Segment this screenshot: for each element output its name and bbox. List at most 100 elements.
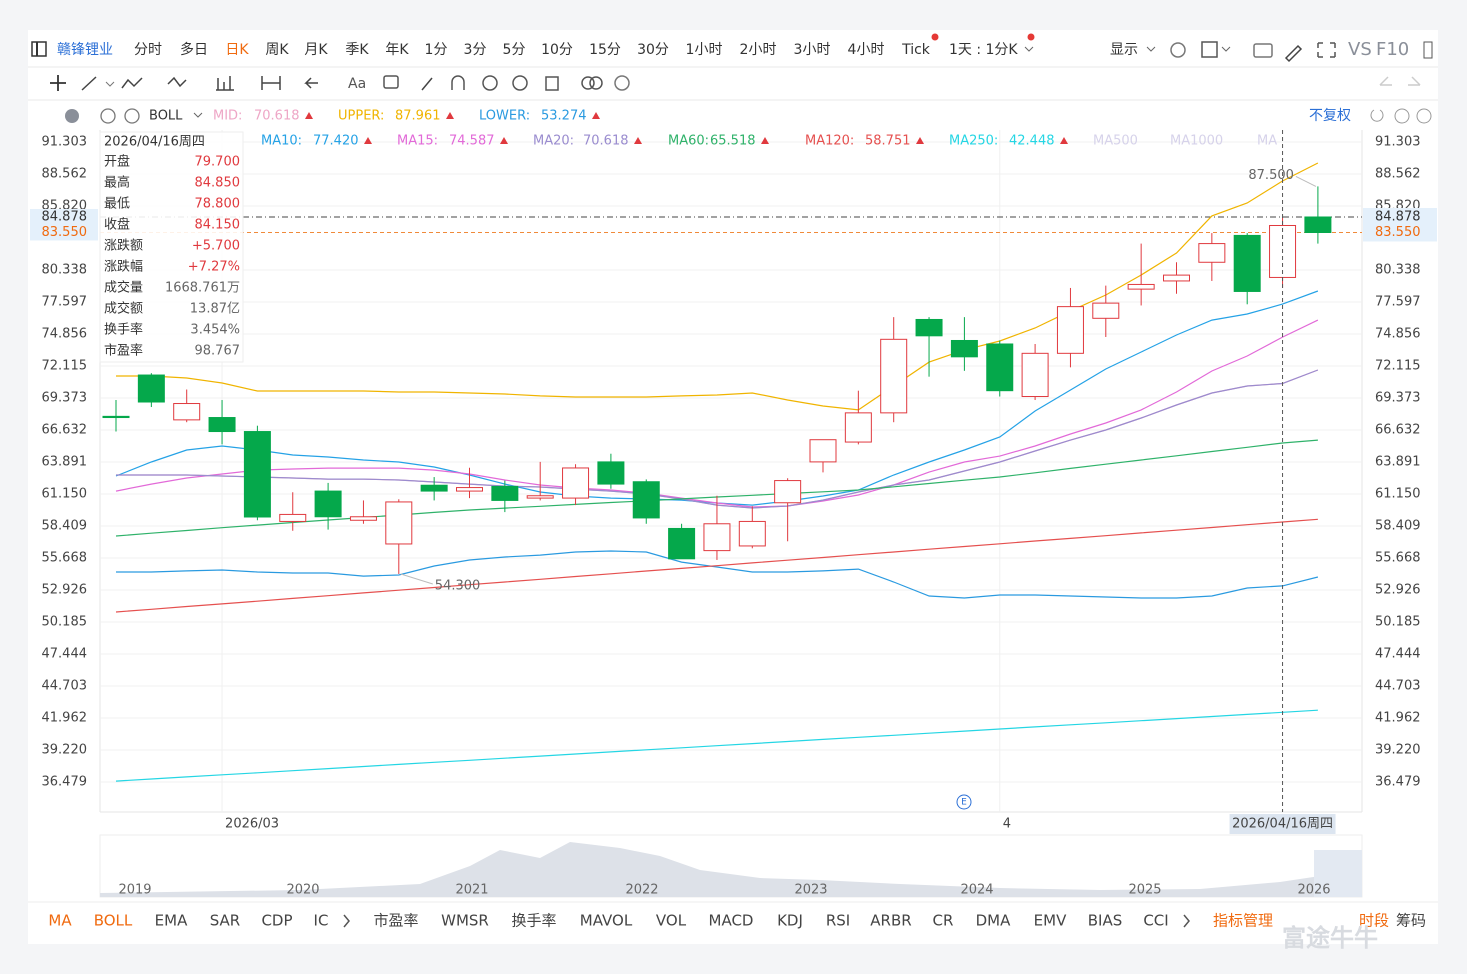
period-tab[interactable]: 10分 [541,42,573,58]
info-value: 84.150 [195,218,241,233]
undo-tool[interactable] [304,77,318,89]
period-tab[interactable]: 2小时 [740,42,777,58]
fullscreen-icon[interactable] [1317,42,1336,58]
sync-tool[interactable] [482,75,498,91]
trend-arrow [305,112,313,119]
navigator-window[interactable] [1314,850,1362,897]
period-tab[interactable]: 年K [385,42,409,58]
side-panel-toggle[interactable] [1423,41,1433,59]
stock-name[interactable]: 赣锋锂业 [57,42,113,58]
period-tab[interactable]: 分时 [134,42,162,58]
indicator-name[interactable]: BOLL [149,109,183,124]
period-tab[interactable]: 3分 [464,42,487,58]
pen-tool[interactable] [421,77,433,91]
indicator-tab[interactable]: SAR [210,912,240,930]
move-tool[interactable] [50,75,66,91]
chips-tab[interactable]: 筹码 [1396,912,1426,930]
zoom-out[interactable] [1394,108,1410,124]
info-label: 涨跌幅 [104,259,143,275]
event-marker[interactable] [956,794,972,810]
polyline-tool[interactable] [121,77,143,89]
indicator-tab[interactable]: 市盈率 [373,912,418,930]
period-tab[interactable]: 3小时 [794,42,831,58]
indicator-tab[interactable]: MA [48,912,72,930]
indicator-tab[interactable]: CR [933,912,954,930]
redo[interactable] [1408,76,1421,86]
screenshot-icon[interactable] [1253,43,1273,58]
settings-icon[interactable] [1170,42,1186,58]
period-tab[interactable]: 多日 [180,41,208,58]
period-tab[interactable]: 15分 [589,42,621,58]
candle-body [1056,306,1084,354]
reset[interactable] [1370,109,1384,122]
indicator-close[interactable] [124,108,140,124]
y-tick-label: 55.668 [42,550,88,565]
period-tab[interactable]: 30分 [637,42,669,58]
layout-icon[interactable] [1201,41,1218,58]
indicator-tab[interactable]: BIAS [1088,912,1123,930]
session-tab[interactable]: 时段 [1359,912,1389,930]
indicator-settings[interactable] [100,108,116,124]
note-tool[interactable] [383,75,399,89]
draw-icon[interactable] [1284,44,1303,63]
indicator-tab[interactable]: WMSR [441,912,489,930]
period-tab[interactable]: 季K [345,42,369,58]
indicator-tab[interactable]: EMV [1034,912,1067,930]
indicator-manage[interactable]: 指标管理 [1213,912,1273,930]
magnet-tool[interactable] [451,75,465,90]
candle-body [1163,274,1190,282]
dropdown-caret [193,112,203,118]
indicator-tab[interactable]: KDJ [777,912,803,930]
indicator-tab[interactable]: IC [314,912,329,930]
sidebar-toggle[interactable] [31,41,47,57]
wave-tool[interactable] [167,76,187,88]
period-selector[interactable]: 1天 : 1分K [949,42,1018,58]
info-label: 开盘 [104,154,130,170]
indicator-tab[interactable]: MAVOL [580,912,633,930]
info-value: 79.700 [195,155,241,170]
navigator-year: 2023 [794,883,827,898]
indicator-tab[interactable]: 换手率 [511,912,556,930]
compare-button[interactable]: VS [1348,39,1372,60]
indicator-tab[interactable]: CDP [261,912,292,930]
undo[interactable] [1379,76,1392,86]
period-tab[interactable]: 5分 [503,42,526,58]
y-tick-label-right: 50.185 [1375,615,1421,630]
line-tool[interactable] [81,76,97,91]
draw-settings[interactable] [614,75,630,91]
period-tab[interactable]: Tick [901,42,931,58]
y-tick-label-right: 55.668 [1375,550,1421,565]
f10-button[interactable]: F10 [1376,39,1409,60]
period-tab[interactable]: 周K [265,42,289,58]
y-tick-label: 61.150 [42,486,88,501]
period-tab[interactable]: 月K [304,42,328,58]
info-label: 涨跌额 [104,238,143,254]
zoom-in[interactable] [1416,108,1432,124]
period-tab[interactable]: 4小时 [848,42,885,58]
period-tab[interactable]: 1分 [425,42,448,58]
indicator-tab[interactable]: EMA [155,912,188,930]
display-menu[interactable]: 显示 [1110,42,1138,58]
indicator-tab[interactable]: DMA [976,912,1011,930]
fib-tool[interactable] [216,76,234,91]
indicator-tab[interactable]: CCI [1143,912,1168,930]
indicator-tab[interactable]: MACD [709,912,754,930]
period-tab[interactable]: 日K [225,42,249,58]
dropdown-caret [1221,46,1231,52]
tabs-next[interactable] [1183,914,1190,928]
period-tab[interactable]: 1小时 [686,42,723,58]
indicator-tab[interactable]: VOL [656,912,687,930]
navigator-year: 2024 [960,883,993,898]
collapse-icon[interactable] [65,109,79,123]
indicator-tab[interactable]: ARBR [870,912,911,930]
indicator-tab[interactable]: BOLL [94,912,133,930]
y-tick-label-right: 74.856 [1375,326,1421,341]
adjust-toggle[interactable]: 不复权 [1309,107,1351,124]
measure-tool[interactable] [261,76,281,90]
link-tool[interactable] [581,76,595,90]
hide-tool[interactable] [512,75,528,91]
text-tool[interactable]: Aa [348,76,366,92]
delete-tool[interactable] [545,76,559,91]
tabs-next[interactable] [343,914,350,928]
indicator-tab[interactable]: RSI [826,912,850,930]
